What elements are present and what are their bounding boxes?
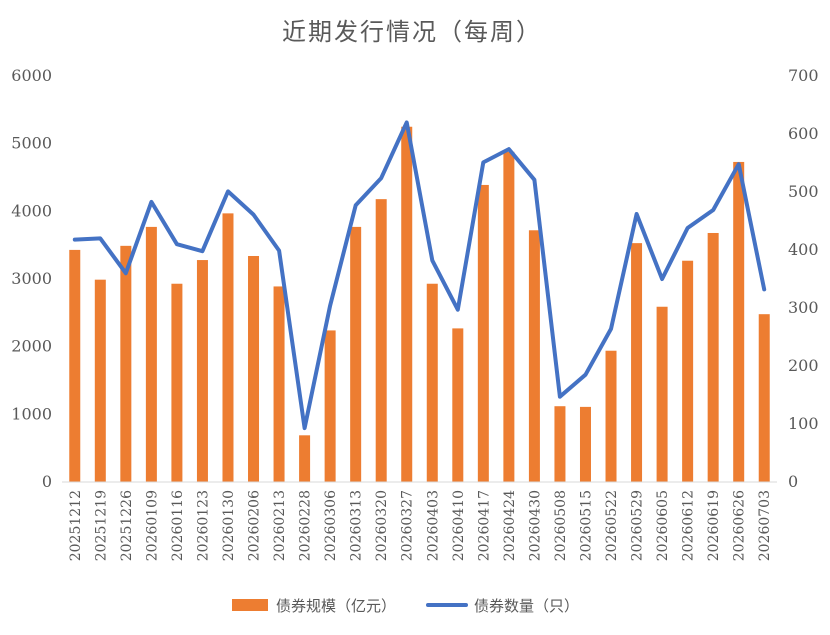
bar-series	[69, 126, 770, 483]
right-tick-label: 200	[788, 356, 819, 375]
bar	[656, 306, 668, 482]
x-tick-label: 20251226	[119, 490, 135, 561]
right-tick-label: 500	[788, 182, 819, 201]
x-tick-label: 20260522	[604, 490, 620, 561]
left-tick-label: 2000	[11, 337, 52, 356]
x-tick-label: 20260327	[400, 490, 416, 561]
x-tick-label: 20260213	[272, 490, 288, 561]
bar	[401, 126, 413, 482]
bar	[605, 350, 617, 482]
bar	[120, 245, 132, 482]
chart-title: 近期发行情况（每周）	[282, 18, 542, 46]
bar	[477, 184, 489, 482]
x-tick-label: 20260320	[374, 490, 390, 561]
right-tick-label: 600	[788, 124, 819, 143]
bar	[528, 230, 540, 482]
x-tick-label: 20260529	[630, 490, 646, 561]
x-tick-label: 20260612	[681, 490, 697, 561]
bar	[733, 161, 745, 483]
right-axis: 0 100 200 300 400 500 600 700	[788, 66, 819, 491]
bar	[196, 260, 208, 482]
bar	[299, 435, 311, 482]
right-tick-label: 400	[788, 240, 819, 259]
x-tick-label: 20260410	[451, 490, 467, 561]
x-tick-label: 20260626	[732, 490, 748, 561]
x-tick-label: 20260403	[425, 490, 441, 561]
left-tick-label: 5000	[11, 134, 52, 153]
x-tick-label: 20260306	[323, 490, 339, 561]
x-tick-label: 20260424	[502, 490, 518, 561]
left-tick-label: 4000	[11, 201, 52, 220]
bar	[682, 260, 694, 482]
bar	[145, 226, 157, 482]
x-tick-label: 20260515	[578, 490, 594, 561]
legend-line-label: 债券数量（只）	[474, 597, 579, 615]
bar	[707, 232, 719, 482]
bar	[222, 213, 234, 482]
right-tick-label: 700	[788, 66, 819, 85]
x-tick-label: 20260116	[170, 490, 186, 561]
right-tick-label: 300	[788, 298, 819, 317]
right-tick-label: 0	[788, 472, 798, 491]
x-tick-label: 20260313	[349, 490, 365, 561]
bar	[758, 314, 770, 482]
bar	[94, 279, 106, 482]
left-tick-label: 1000	[11, 404, 52, 423]
bar	[350, 226, 362, 482]
legend: 债券规模（亿元） 债券数量（只）	[232, 597, 579, 615]
left-tick-label: 3000	[11, 269, 52, 288]
x-tick-label: 20260109	[144, 490, 160, 561]
bar	[503, 151, 515, 482]
x-tick-label: 20260703	[757, 490, 773, 561]
x-tick-label: 20251212	[68, 490, 84, 561]
bar	[631, 243, 643, 482]
x-tick-label: 20251219	[93, 490, 109, 561]
bar	[69, 249, 81, 482]
right-tick-label: 100	[788, 414, 819, 433]
legend-bar-swatch	[232, 599, 268, 611]
line-series	[72, 120, 767, 431]
bar	[248, 255, 260, 482]
left-tick-label: 6000	[11, 66, 52, 85]
bar	[554, 406, 566, 482]
x-tick-label: 20260417	[476, 490, 492, 561]
x-tick-label: 20260508	[553, 490, 569, 561]
x-tick-label: 20260130	[221, 490, 237, 561]
x-tick-label: 20260228	[298, 490, 314, 561]
bar	[579, 406, 591, 482]
bar	[324, 330, 336, 482]
bar	[273, 286, 285, 482]
x-tick-label: 20260430	[527, 490, 543, 561]
bar	[375, 199, 387, 483]
x-tick-label: 20260605	[655, 490, 671, 561]
x-tick-label: 20260206	[247, 490, 263, 561]
left-axis: 0 1000 2000 3000 4000 5000 6000	[11, 66, 52, 491]
bar	[452, 328, 464, 482]
bar	[426, 283, 438, 482]
left-tick-label: 0	[42, 472, 52, 491]
x-tick-label: 20260619	[706, 490, 722, 561]
legend-bar-label: 债券规模（亿元）	[276, 597, 396, 615]
bar	[171, 283, 183, 482]
x-axis: 20251212 20251219 20251226 20260109 20260116…	[68, 490, 773, 561]
x-tick-label: 20260123	[195, 490, 211, 561]
